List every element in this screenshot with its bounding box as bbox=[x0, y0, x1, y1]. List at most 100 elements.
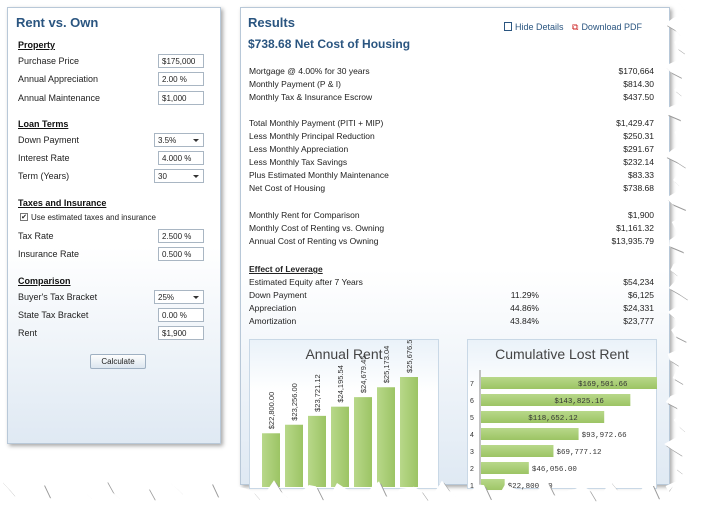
result-row: Net Cost of Housing $738.68 bbox=[249, 183, 654, 195]
leverage-row: Amortization 43.84% $23,777 bbox=[249, 316, 654, 328]
result-row-value: $1,429.47 bbox=[616, 118, 654, 128]
annual-rent-bar bbox=[331, 406, 349, 487]
annual-rent-bar bbox=[308, 415, 326, 487]
comparison-heading: Comparison bbox=[18, 276, 71, 286]
use-estimated-checkbox[interactable]: ✔ bbox=[20, 213, 28, 221]
annual-rent-bar bbox=[400, 377, 418, 487]
result-row-label: Total Monthly Payment (PITI + MIP) bbox=[249, 118, 384, 128]
cumulative-lost-rent-data-label: $22,800.00 bbox=[508, 483, 554, 490]
insurance-rate-label: Insurance Rate bbox=[18, 249, 80, 259]
leverage-row-value: $23,777 bbox=[623, 316, 654, 326]
term-years-select[interactable]: 30 bbox=[154, 169, 204, 183]
result-row-label: Plus Estimated Monthly Maintenance bbox=[249, 170, 389, 180]
document-icon bbox=[504, 22, 512, 31]
annual-maintenance-input[interactable]: $1,000 bbox=[158, 91, 204, 105]
result-row-label: Less Monthly Principal Reduction bbox=[249, 131, 375, 141]
annual-maintenance-label: Annual Maintenance bbox=[18, 93, 101, 103]
hide-details-label: Hide Details bbox=[515, 22, 564, 32]
net-cost-heading: $738.68 Net Cost of Housing bbox=[248, 37, 411, 51]
result-row: Monthly Tax & Insurance Escrow $437.50 bbox=[249, 92, 654, 104]
rent-label: Rent bbox=[18, 328, 38, 338]
result-row: Monthly Payment (P & I) $814.30 bbox=[249, 79, 654, 91]
annual-appreciation-input[interactable]: 2.00 % bbox=[158, 72, 204, 86]
buyers-tax-bracket-select[interactable]: 25% bbox=[154, 290, 204, 304]
result-row-label: Mortgage @ 4.00% for 30 years bbox=[249, 66, 370, 76]
result-row: Total Monthly Payment (PITI + MIP) $1,429… bbox=[249, 118, 654, 130]
annual-rent-data-label: $23,256.00 bbox=[290, 383, 299, 421]
result-row-value: $13,935.79 bbox=[611, 236, 654, 246]
leverage-heading: Effect of Leverage bbox=[249, 264, 323, 274]
result-row-label: Monthly Rent for Comparison bbox=[249, 210, 360, 220]
result-row-value: $232.14 bbox=[623, 157, 654, 167]
leverage-row-label: Down Payment bbox=[249, 290, 307, 300]
leverage-row: Down Payment 11.29% $6,125 bbox=[249, 290, 654, 302]
state-tax-bracket-input[interactable]: 0.00 % bbox=[158, 308, 204, 322]
results-panel: Results Hide Details ⧉ Download PDF $738.… bbox=[240, 7, 670, 490]
down-payment-label: Down Payment bbox=[18, 135, 80, 145]
result-row-label: Net Cost of Housing bbox=[249, 183, 326, 193]
state-tax-bracket-label: State Tax Bracket bbox=[18, 310, 89, 320]
result-row: Annual Cost of Renting vs Owning $13,935.… bbox=[249, 236, 654, 248]
cumulative-lost-rent-chart-plot: 7 $169,501.66 6 $143,825.16 5 $118,652.12 4 $93… bbox=[470, 370, 657, 490]
result-row: Monthly Cost of Renting vs. Owning $1,161… bbox=[249, 223, 654, 235]
annual-rent-bar bbox=[262, 433, 280, 487]
rent-input[interactable]: $1,900 bbox=[158, 326, 204, 340]
leverage-row-value: $24,331 bbox=[623, 303, 654, 313]
cumulative-lost-rent-chart: Cumulative Lost Rent 7 $169,501.66 6 $143,8… bbox=[467, 339, 657, 490]
buyers-tax-bracket-label: Buyer's Tax Bracket bbox=[18, 292, 98, 302]
purchase-price-label: Purchase Price bbox=[18, 56, 80, 66]
leverage-row-percent: 43.84% bbox=[510, 316, 539, 326]
hide-details-link[interactable]: Hide Details bbox=[504, 22, 564, 32]
result-row-value: $738.68 bbox=[623, 183, 654, 193]
result-row-value: $291.67 bbox=[623, 144, 654, 154]
annual-rent-data-label: $25,173.04 bbox=[382, 346, 391, 384]
annual-rent-data-label: $23,721.12 bbox=[313, 374, 322, 412]
result-row: Less Monthly Principal Reduction $250.31 bbox=[249, 131, 654, 143]
annual-rent-data-label: $22,800.00 bbox=[267, 392, 276, 430]
leverage-row-percent: 44.86% bbox=[510, 303, 539, 313]
pdf-icon: ⧉ bbox=[572, 22, 579, 32]
result-row: Monthly Rent for Comparison $1,900 bbox=[249, 210, 654, 222]
cumulative-lost-rent-category-label: 4 bbox=[470, 432, 474, 439]
cumulative-lost-rent-data-label: $93,972.66 bbox=[582, 432, 628, 440]
cumulative-lost-rent-category-label: 2 bbox=[470, 466, 474, 473]
result-row-value: $1,900 bbox=[628, 210, 654, 220]
leverage-row-percent: 11.29% bbox=[510, 290, 539, 300]
result-row: Plus Estimated Monthly Maintenance $83.33 bbox=[249, 170, 654, 182]
leverage-row-label: Estimated Equity after 7 Years bbox=[249, 277, 363, 287]
result-row-value: $83.33 bbox=[628, 170, 654, 180]
result-row-label: Monthly Payment (P & I) bbox=[249, 79, 341, 89]
cumulative-lost-rent-bar bbox=[481, 377, 657, 389]
annual-rent-bar bbox=[377, 387, 395, 487]
result-row-value: $437.50 bbox=[623, 92, 654, 102]
result-row-value: $814.30 bbox=[623, 79, 654, 89]
results-title: Results bbox=[248, 15, 295, 30]
leverage-row: Appreciation 44.86% $24,331 bbox=[249, 303, 654, 315]
cumulative-lost-rent-data-label: $143,825.16 bbox=[554, 398, 604, 406]
property-heading: Property bbox=[18, 40, 56, 50]
cumulative-lost-rent-category-label: 5 bbox=[470, 415, 474, 422]
cumulative-lost-rent-category-label: 7 bbox=[470, 381, 474, 388]
cumulative-lost-rent-data-label: $169,501.66 bbox=[578, 381, 628, 389]
interest-rate-input[interactable]: 4.000 % bbox=[158, 151, 204, 165]
result-row-value: $170,664 bbox=[618, 66, 654, 76]
annual-rent-chart: Annual Rent $22,800.00 $23,256.00 $23,721.… bbox=[249, 339, 439, 489]
annual-appreciation-label: Annual Appreciation bbox=[18, 74, 99, 84]
loan-terms-heading: Loan Terms bbox=[18, 119, 69, 129]
calculate-button[interactable]: Calculate bbox=[90, 354, 146, 369]
annual-rent-data-label: $25,676.50 bbox=[405, 340, 414, 373]
download-pdf-link[interactable]: ⧉ Download PDF bbox=[572, 22, 642, 33]
insurance-rate-input[interactable]: 0.500 % bbox=[158, 247, 204, 261]
result-row-label: Less Monthly Tax Savings bbox=[249, 157, 348, 167]
tax-rate-label: Tax Rate bbox=[18, 231, 54, 241]
leverage-row-label: Appreciation bbox=[249, 303, 297, 313]
purchase-price-input[interactable]: $175,000 bbox=[158, 54, 204, 68]
down-payment-select[interactable]: 3.5% bbox=[154, 133, 204, 147]
result-row-label: Monthly Cost of Renting vs. Owning bbox=[249, 223, 385, 233]
tax-rate-input[interactable]: 2.500 % bbox=[158, 229, 204, 243]
use-estimated-label: Use estimated taxes and insurance bbox=[31, 213, 156, 222]
cumulative-lost-rent-data-label: $46,056.00 bbox=[532, 466, 578, 474]
taxes-insurance-heading: Taxes and Insurance bbox=[18, 198, 107, 208]
cumulative-lost-rent-bar bbox=[481, 462, 529, 474]
annual-rent-bar bbox=[285, 424, 303, 487]
